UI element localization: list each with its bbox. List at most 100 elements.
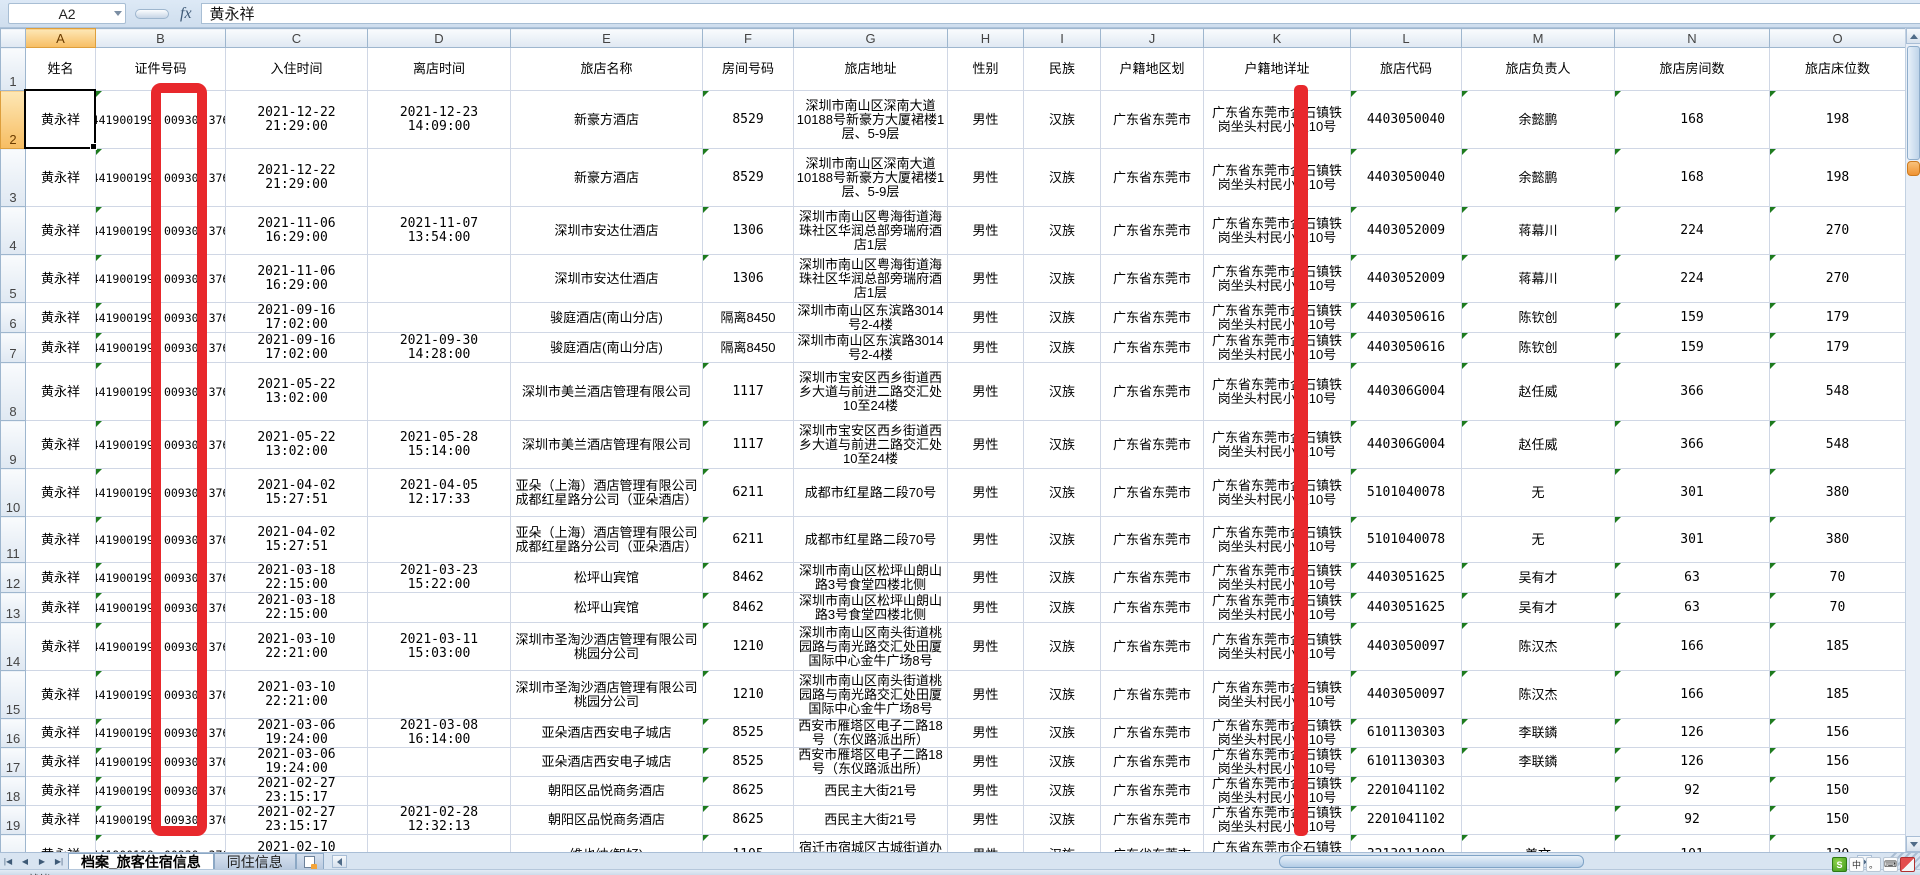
- cell-E3[interactable]: 新豪方酒店: [510, 148, 703, 207]
- cell-J15[interactable]: 广东省东莞市: [1100, 670, 1204, 719]
- cell-E14[interactable]: 深圳市圣淘沙酒店管理有限公司桃园分公司: [510, 622, 703, 671]
- cell-A13[interactable]: 黄永祥: [25, 592, 96, 623]
- cell-H4[interactable]: 男性: [947, 206, 1024, 255]
- header-cell-I[interactable]: 民族: [1023, 47, 1101, 91]
- cell-O17[interactable]: 156: [1769, 747, 1905, 777]
- cell-H7[interactable]: 男性: [947, 332, 1024, 363]
- cell-B3[interactable]: 441900199 00930 376: [95, 148, 226, 207]
- cell-K20[interactable]: 广东省东莞市企石镇铁岗坐头村民小组10号: [1203, 834, 1351, 852]
- cell-D19[interactable]: 2021-02-28 12:32:13: [367, 805, 511, 835]
- column-header-D[interactable]: D: [367, 28, 511, 48]
- cell-G7[interactable]: 深圳市南山区东滨路3014号2-4楼: [793, 332, 948, 363]
- ime-grid-icon[interactable]: [1900, 857, 1915, 872]
- cell-G18[interactable]: 西民主大街21号: [793, 776, 948, 806]
- cell-L17[interactable]: 6101130303: [1350, 747, 1462, 777]
- cell-H13[interactable]: 男性: [947, 592, 1024, 623]
- cell-J19[interactable]: 广东省东莞市: [1100, 805, 1204, 835]
- cell-E5[interactable]: 深圳市安达仕酒店: [510, 254, 703, 303]
- cell-K4[interactable]: 广东省东莞市企石镇铁岗坐头村民小组10号: [1203, 206, 1351, 255]
- cell-D7[interactable]: 2021-09-30 14:28:00: [367, 332, 511, 363]
- cell-N12[interactable]: 63: [1614, 562, 1770, 593]
- cell-N2[interactable]: 168: [1614, 90, 1770, 149]
- cell-G12[interactable]: 深圳市南山区松坪山朗山路3号食堂四楼北侧: [793, 562, 948, 593]
- cell-L2[interactable]: 4403050040: [1350, 90, 1462, 149]
- cell-M6[interactable]: 陈钦创: [1461, 302, 1615, 333]
- ime-keyboard-icon[interactable]: ⌨: [1883, 857, 1898, 872]
- cell-E18[interactable]: 朝阳区品悦商务酒店: [510, 776, 703, 806]
- cell-G16[interactable]: 西安市雁塔区电子二路18号（东仪路派出所）: [793, 718, 948, 748]
- scroll-down-icon[interactable]: [1906, 836, 1920, 852]
- cell-O12[interactable]: 70: [1769, 562, 1905, 593]
- header-cell-B[interactable]: 证件号码: [95, 47, 226, 91]
- cell-C12[interactable]: 2021-03-18 22:15:00: [225, 562, 368, 593]
- cell-K16[interactable]: 广东省东莞市企石镇铁岗坐头村民小组10号: [1203, 718, 1351, 748]
- cell-A12[interactable]: 黄永祥: [25, 562, 96, 593]
- cell-J13[interactable]: 广东省东莞市: [1100, 592, 1204, 623]
- cell-E2[interactable]: 新豪方酒店: [510, 90, 703, 149]
- cell-A5[interactable]: 黄永祥: [25, 254, 96, 303]
- row-header-20[interactable]: 20: [0, 834, 26, 852]
- cell-O11[interactable]: 380: [1769, 516, 1905, 563]
- cell-J8[interactable]: 广东省东莞市: [1100, 362, 1204, 421]
- cell-N18[interactable]: 92: [1614, 776, 1770, 806]
- cell-D16[interactable]: 2021-03-08 16:14:00: [367, 718, 511, 748]
- row-header-15[interactable]: 15: [0, 670, 26, 719]
- cell-L20[interactable]: 3213011080: [1350, 834, 1462, 852]
- cell-K15[interactable]: 广东省东莞市企石镇铁岗坐头村民小组10号: [1203, 670, 1351, 719]
- header-cell-H[interactable]: 性别: [947, 47, 1024, 91]
- row-header-10[interactable]: 10: [0, 468, 26, 517]
- cell-B8[interactable]: 441900199 00930 376: [95, 362, 226, 421]
- header-cell-L[interactable]: 旅店代码: [1350, 47, 1462, 91]
- column-header-K[interactable]: K: [1203, 28, 1351, 48]
- row-header-3[interactable]: 3: [0, 148, 26, 207]
- cell-A4[interactable]: 黄永祥: [25, 206, 96, 255]
- header-cell-G[interactable]: 旅店地址: [793, 47, 948, 91]
- cell-J5[interactable]: 广东省东莞市: [1100, 254, 1204, 303]
- column-header-H[interactable]: H: [947, 28, 1024, 48]
- cell-J3[interactable]: 广东省东莞市: [1100, 148, 1204, 207]
- cell-B6[interactable]: 441900199 00930 376: [95, 302, 226, 333]
- cell-M15[interactable]: 陈汉杰: [1461, 670, 1615, 719]
- column-header-L[interactable]: L: [1350, 28, 1462, 48]
- cell-O8[interactable]: 548: [1769, 362, 1905, 421]
- cell-C3[interactable]: 2021-12-22 21:29:00: [225, 148, 368, 207]
- cell-H11[interactable]: 男性: [947, 516, 1024, 563]
- sheet-tab-active[interactable]: 档案_旅客住宿信息: [68, 853, 214, 870]
- cell-J18[interactable]: 广东省东莞市: [1100, 776, 1204, 806]
- header-cell-J[interactable]: 户籍地区划: [1100, 47, 1204, 91]
- column-header-A[interactable]: A: [25, 28, 96, 48]
- cell-O18[interactable]: 150: [1769, 776, 1905, 806]
- cell-E13[interactable]: 松坪山宾馆: [510, 592, 703, 623]
- cell-I2[interactable]: 汉族: [1023, 90, 1101, 149]
- cell-A16[interactable]: 黄永祥: [25, 718, 96, 748]
- cell-C8[interactable]: 2021-05-22 13:02:00: [225, 362, 368, 421]
- cell-O19[interactable]: 150: [1769, 805, 1905, 835]
- header-cell-N[interactable]: 旅店房间数: [1614, 47, 1770, 91]
- header-cell-A[interactable]: 姓名: [25, 47, 96, 91]
- cell-B4[interactable]: 441900199 00930 376: [95, 206, 226, 255]
- cell-B10[interactable]: 441900199 00930 376: [95, 468, 226, 517]
- cell-E20[interactable]: 维也纳(智好): [510, 834, 703, 852]
- cell-D15[interactable]: [367, 670, 511, 719]
- cell-J14[interactable]: 广东省东莞市: [1100, 622, 1204, 671]
- header-cell-M[interactable]: 旅店负责人: [1461, 47, 1615, 91]
- cell-N14[interactable]: 166: [1614, 622, 1770, 671]
- cell-M16[interactable]: 李联鏻: [1461, 718, 1615, 748]
- cell-K12[interactable]: 广东省东莞市企石镇铁岗坐头村民小组10号: [1203, 562, 1351, 593]
- cell-H18[interactable]: 男性: [947, 776, 1024, 806]
- cell-I10[interactable]: 汉族: [1023, 468, 1101, 517]
- vertical-scrollbar-marker[interactable]: [1907, 161, 1920, 176]
- cell-D10[interactable]: 2021-04-05 12:17:33: [367, 468, 511, 517]
- cell-J9[interactable]: 广东省东莞市: [1100, 420, 1204, 469]
- cell-E17[interactable]: 亚朵酒店西安电子城店: [510, 747, 703, 777]
- cell-O14[interactable]: 185: [1769, 622, 1905, 671]
- cell-M17[interactable]: 李联鏻: [1461, 747, 1615, 777]
- cell-C19[interactable]: 2021-02-27 23:15:17: [225, 805, 368, 835]
- cell-A9[interactable]: 黄永祥: [25, 420, 96, 469]
- cell-M18[interactable]: [1461, 776, 1615, 806]
- cell-F18[interactable]: 8625: [702, 776, 794, 806]
- cell-L13[interactable]: 4403051625: [1350, 592, 1462, 623]
- cell-G13[interactable]: 深圳市南山区松坪山朗山路3号食堂四楼北侧: [793, 592, 948, 623]
- cell-K7[interactable]: 广东省东莞市企石镇铁岗坐头村民小组10号: [1203, 332, 1351, 363]
- cell-L19[interactable]: 2201041102: [1350, 805, 1462, 835]
